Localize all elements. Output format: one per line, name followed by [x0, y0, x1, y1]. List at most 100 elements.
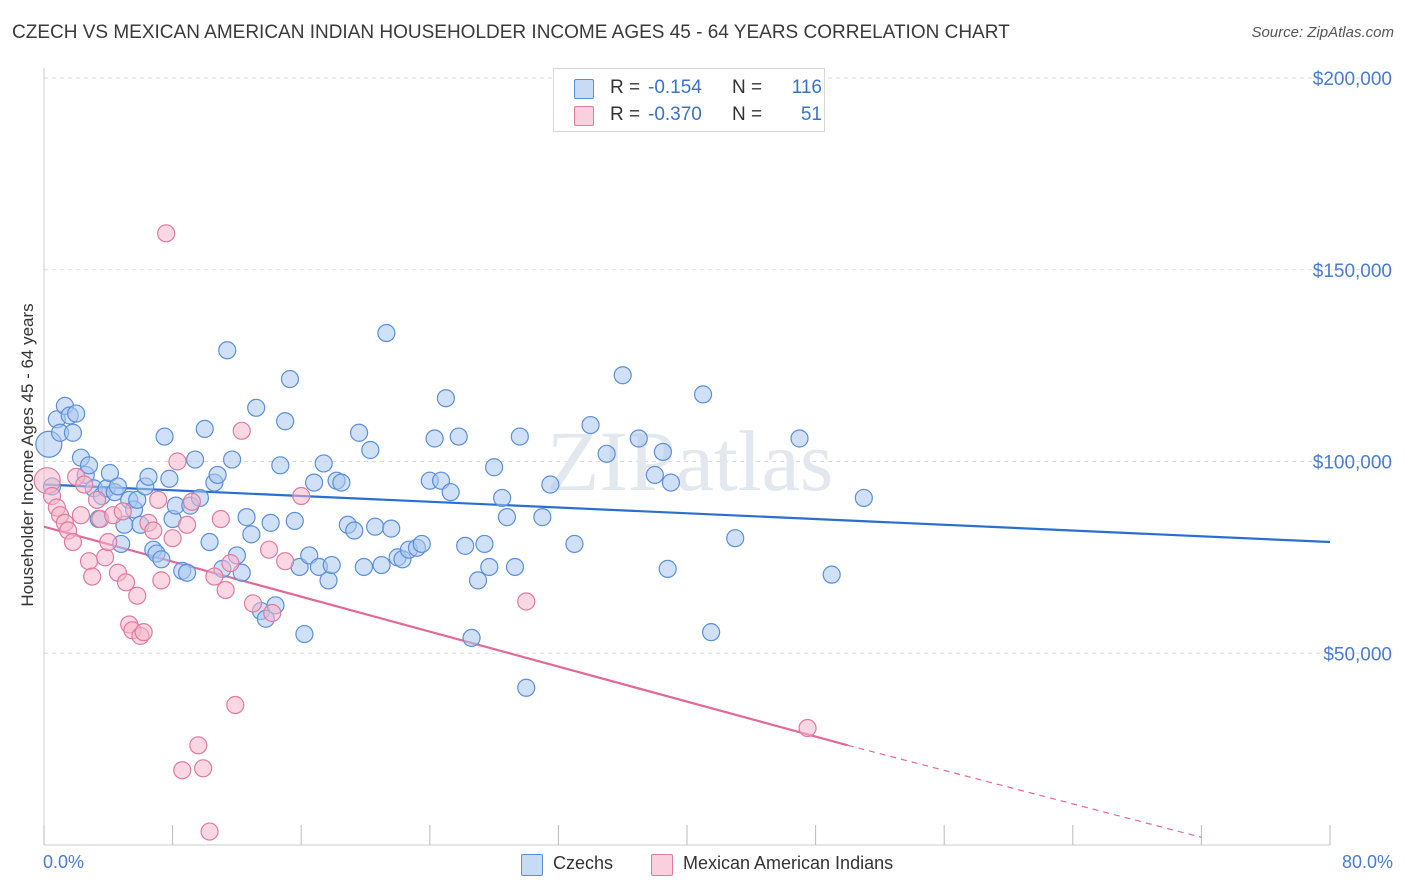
data-point	[189, 736, 208, 755]
data-point	[108, 477, 128, 496]
data-point	[263, 603, 282, 623]
data-point	[485, 458, 504, 477]
data-point	[581, 415, 600, 435]
data-point	[629, 429, 648, 448]
data-point	[226, 695, 245, 715]
data-point	[304, 473, 324, 492]
data-point	[276, 552, 295, 571]
data-point	[613, 366, 632, 385]
data-point	[83, 567, 102, 586]
data-point	[157, 224, 176, 243]
bottom-legend-czechs: Czechs	[521, 853, 631, 877]
data-point	[99, 532, 118, 552]
y-axis-label: Householder Income Ages 45 - 64 years	[18, 303, 37, 607]
data-point	[152, 550, 171, 569]
data-point	[237, 508, 256, 527]
data-point	[173, 761, 192, 780]
data-point	[259, 540, 279, 559]
data-point	[726, 529, 745, 548]
data-point	[541, 475, 560, 494]
data-point	[200, 822, 219, 841]
data-point	[322, 555, 341, 575]
data-point	[319, 571, 338, 590]
trend-line-extension	[847, 744, 1202, 838]
data-point	[366, 517, 385, 536]
data-point	[693, 385, 713, 404]
data-point	[163, 529, 182, 548]
data-point	[195, 419, 214, 439]
data-point	[505, 557, 525, 577]
data-point	[75, 475, 94, 494]
y-tick-label: $200,000	[1313, 69, 1392, 90]
data-point	[221, 554, 240, 573]
legend-n-label: N =	[732, 77, 763, 98]
data-point	[152, 571, 171, 590]
y-tick-label: $150,000	[1313, 261, 1392, 282]
legend-swatch-pink	[574, 106, 594, 126]
data-point	[280, 369, 300, 389]
data-point	[155, 427, 174, 446]
data-point	[702, 623, 721, 642]
trend-lines	[43, 483, 1331, 838]
data-point	[63, 423, 83, 442]
chart-title: CZECH VS MEXICAN AMERICAN INDIAN HOUSEHO…	[12, 22, 1010, 43]
legend-r-value: -0.154	[648, 77, 702, 98]
data-point	[285, 511, 304, 531]
data-point	[462, 628, 481, 648]
data-point	[113, 502, 132, 521]
bottom-legend-swatch-blue	[521, 854, 543, 876]
data-point	[436, 389, 455, 408]
series-czechs	[35, 323, 873, 697]
trend-line-czechs	[43, 483, 1331, 544]
data-point	[597, 444, 616, 463]
data-point	[497, 508, 517, 527]
data-point	[116, 573, 136, 592]
data-point	[222, 450, 242, 469]
legend-r-label: R =	[610, 77, 641, 98]
data-point	[261, 513, 280, 532]
bottom-legend-label: Mexican American Indians	[683, 853, 894, 873]
data-point	[412, 534, 431, 554]
data-point	[134, 623, 153, 642]
data-point	[798, 718, 817, 738]
data-point	[510, 427, 529, 446]
data-point	[382, 519, 401, 538]
data-point	[475, 534, 494, 554]
data-point	[160, 469, 179, 488]
legend-r-label: R =	[610, 104, 641, 125]
data-point	[247, 398, 266, 417]
legend-n-value: 51	[800, 104, 822, 125]
data-point	[533, 508, 552, 527]
data-point	[565, 534, 584, 554]
data-point	[149, 490, 168, 509]
data-point	[449, 427, 468, 446]
x-axis-max-label: 80.0%	[1341, 852, 1393, 872]
data-point	[87, 490, 107, 509]
legend-swatch-blue	[574, 79, 594, 99]
bottom-legend-label: Czechs	[553, 853, 614, 873]
data-point	[79, 456, 99, 475]
data-point	[790, 429, 809, 448]
data-point	[295, 624, 314, 644]
data-point	[425, 429, 444, 448]
data-point	[822, 565, 841, 584]
data-point	[276, 412, 295, 431]
data-point	[205, 567, 224, 586]
data-point	[361, 440, 380, 460]
legend-n-label: N =	[732, 104, 763, 125]
bottom-legend-mexican-american-indians: Mexican American Indians	[651, 853, 931, 877]
legend-n-value: 116	[791, 77, 822, 98]
data-point	[332, 473, 351, 492]
data-point	[372, 555, 391, 575]
data-point	[468, 571, 488, 590]
data-point	[177, 563, 197, 582]
data-point	[661, 473, 681, 492]
data-point	[144, 521, 163, 540]
data-point	[232, 421, 251, 440]
data-point	[67, 404, 86, 423]
data-point	[218, 341, 237, 360]
data-point	[517, 678, 536, 697]
data-point	[63, 532, 83, 552]
data-point	[292, 486, 311, 506]
data-point	[517, 592, 536, 611]
